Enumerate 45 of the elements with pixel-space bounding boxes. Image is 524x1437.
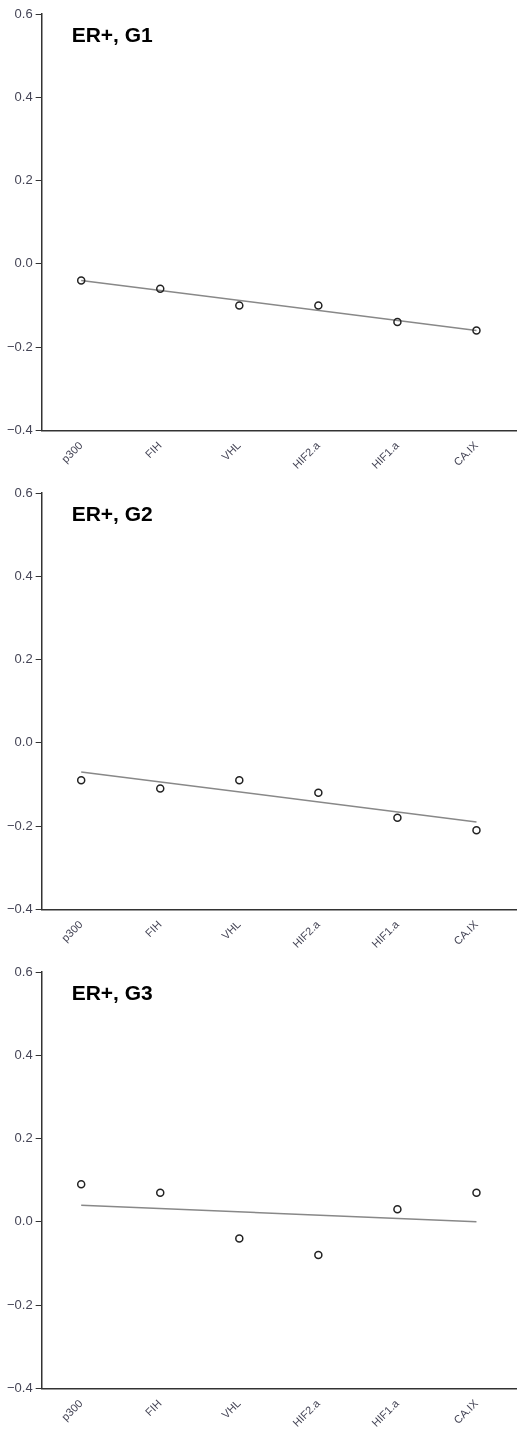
y-tick-label: 0.0 (14, 1213, 33, 1229)
y-tick-label: 0.6 (14, 484, 33, 500)
y-tick-label: 0.6 (14, 963, 33, 979)
x-tick-label: FIH (142, 1397, 164, 1419)
y-tick-label: 0.4 (14, 567, 33, 583)
point (314, 788, 323, 797)
point (472, 326, 481, 335)
y-tick-label: 0.4 (14, 88, 33, 104)
point (76, 1180, 86, 1189)
point (156, 784, 165, 793)
point (472, 1188, 481, 1197)
y-tick-label: −0.4 (6, 1379, 33, 1395)
y-tick-label: 0.2 (14, 172, 33, 188)
y-tick-label: 0.2 (14, 651, 33, 667)
point (393, 317, 402, 327)
point (76, 776, 86, 785)
chart-title: ER+, G1 (71, 23, 154, 47)
point (76, 276, 86, 285)
point (393, 1205, 402, 1214)
x-tick-label: VHL (219, 439, 243, 463)
y-tick-label: 0.0 (14, 255, 33, 271)
x-tick-label: VHL (219, 1397, 243, 1421)
point (235, 301, 244, 310)
point (156, 1188, 165, 1197)
y-tick-label: 0.0 (14, 734, 33, 750)
point (472, 825, 481, 835)
point (156, 284, 165, 294)
x-tick-label: FIH (142, 439, 164, 461)
y-tick-label: −0.2 (6, 1296, 33, 1312)
y-tick-label: −0.2 (6, 338, 33, 354)
point (314, 301, 323, 310)
y-tick-label: −0.4 (6, 900, 33, 916)
point (314, 1250, 323, 1260)
point (393, 813, 402, 822)
point (235, 776, 244, 785)
x-tick-label: FIH (142, 918, 164, 940)
point (235, 1234, 244, 1243)
chart-title: ER+, G2 (71, 502, 153, 526)
y-tick-label: 0.6 (14, 5, 33, 21)
y-tick-label: −0.2 (6, 817, 33, 833)
y-tick-label: 0.2 (14, 1130, 33, 1146)
y-tick-label: 0.4 (14, 1046, 33, 1062)
y-tick-label: −0.4 (6, 421, 33, 437)
x-tick-label: VHL (219, 918, 243, 942)
chart-title: ER+, G3 (71, 981, 153, 1005)
